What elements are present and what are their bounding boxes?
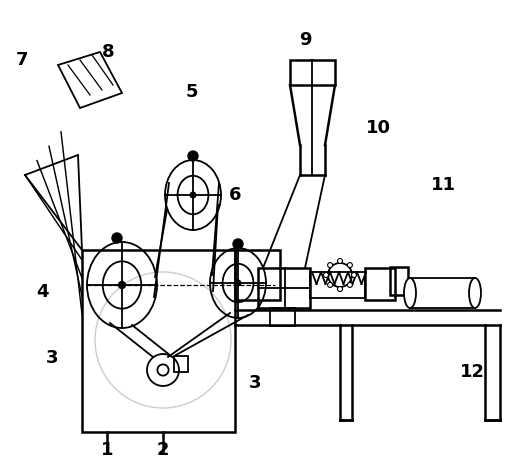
Text: 12: 12 <box>459 363 485 381</box>
Circle shape <box>327 263 333 268</box>
Circle shape <box>323 273 329 277</box>
Bar <box>258 268 310 308</box>
Text: 4: 4 <box>36 283 48 301</box>
Text: 9: 9 <box>299 31 311 49</box>
Bar <box>82 250 235 432</box>
Circle shape <box>347 282 352 288</box>
Circle shape <box>337 287 343 292</box>
Bar <box>310 272 365 298</box>
Circle shape <box>351 273 357 277</box>
Text: 6: 6 <box>229 186 241 204</box>
Circle shape <box>190 192 196 198</box>
Bar <box>365 268 395 300</box>
Circle shape <box>118 282 126 288</box>
Circle shape <box>112 233 122 243</box>
Circle shape <box>327 282 333 288</box>
Circle shape <box>235 280 241 286</box>
Ellipse shape <box>404 278 416 308</box>
Ellipse shape <box>469 278 481 308</box>
Bar <box>174 356 188 372</box>
Text: 1: 1 <box>101 441 113 459</box>
Bar <box>270 308 295 326</box>
Circle shape <box>347 263 352 268</box>
Bar <box>390 267 408 295</box>
Circle shape <box>337 258 343 263</box>
Text: 2: 2 <box>157 441 169 459</box>
Bar <box>290 60 335 85</box>
Text: 3: 3 <box>46 349 58 367</box>
Bar <box>235 250 280 300</box>
Circle shape <box>233 239 243 249</box>
Text: 7: 7 <box>16 51 28 69</box>
Text: 8: 8 <box>102 43 114 61</box>
Text: 5: 5 <box>186 83 198 101</box>
Text: 11: 11 <box>430 176 456 194</box>
Text: 10: 10 <box>365 119 390 137</box>
Circle shape <box>188 151 198 161</box>
Text: 3: 3 <box>249 374 261 392</box>
